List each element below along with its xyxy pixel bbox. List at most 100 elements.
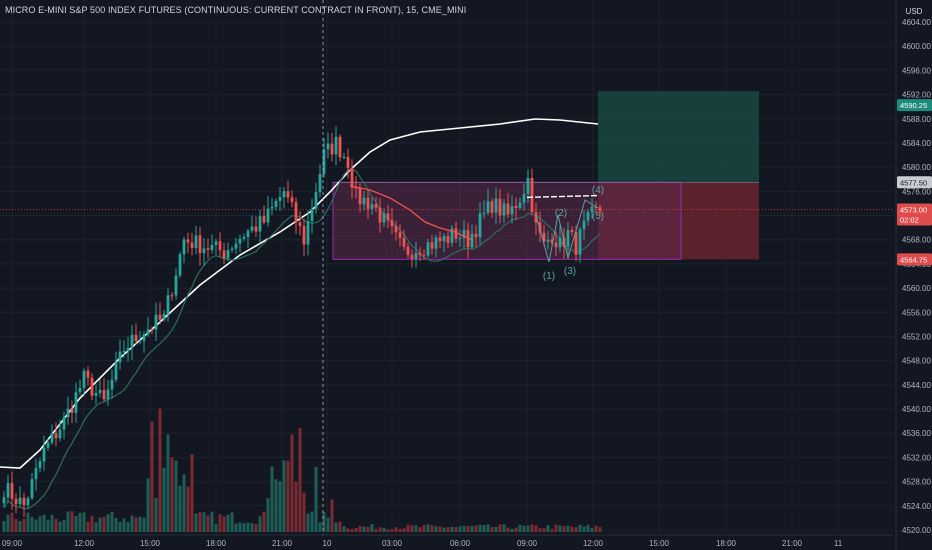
volume-bar bbox=[358, 526, 362, 532]
volume-bar bbox=[422, 524, 426, 532]
current-price-badge bbox=[897, 203, 932, 226]
candle-body bbox=[398, 232, 402, 238]
time-tick-label: 10 bbox=[323, 539, 332, 548]
volume-bar bbox=[362, 526, 366, 532]
symbol-title: MICRO E-MINI S&P 500 INDEX FUTURES (CONT… bbox=[5, 5, 467, 15]
volume-bar bbox=[546, 525, 550, 532]
volume-bar bbox=[442, 527, 446, 532]
candle-body bbox=[134, 334, 138, 341]
time-axis[interactable]: 09:00 12:00 15:00 18:00 21:00 10 03:00 06:00 09:… bbox=[0, 534, 893, 548]
volume-bar bbox=[38, 516, 42, 532]
time-tick-label: 15:00 bbox=[649, 539, 670, 548]
volume-bar bbox=[42, 514, 46, 532]
candle-body bbox=[354, 187, 358, 189]
time-tick-label: 21:00 bbox=[782, 539, 803, 548]
candle-body bbox=[510, 206, 514, 215]
volume-bar bbox=[330, 499, 334, 532]
price-axis-bg bbox=[896, 0, 932, 550]
candle-body bbox=[154, 314, 158, 330]
candle-body bbox=[470, 233, 474, 248]
candle-body bbox=[446, 236, 450, 243]
price-tick-label: 4528.00 bbox=[902, 478, 931, 487]
candle-body bbox=[78, 387, 82, 393]
candle-body bbox=[238, 238, 242, 244]
volume-bar bbox=[558, 525, 562, 532]
price-tick-label: 4568.00 bbox=[902, 236, 931, 245]
candle-body bbox=[338, 136, 342, 158]
wave-label: (2) bbox=[555, 208, 567, 219]
volume-bar bbox=[450, 526, 454, 532]
candle-body bbox=[126, 348, 130, 352]
volume-bar bbox=[126, 522, 130, 532]
volume-bar bbox=[414, 525, 418, 532]
candle-body bbox=[30, 479, 34, 499]
volume-bar bbox=[94, 522, 98, 532]
candle-body bbox=[286, 191, 290, 198]
candle-body bbox=[234, 243, 238, 249]
volume-bar bbox=[122, 518, 126, 532]
volume-bar bbox=[150, 421, 154, 532]
candle-body bbox=[362, 197, 366, 205]
candle-body bbox=[258, 216, 262, 232]
candle-body bbox=[22, 497, 26, 506]
volume-bar bbox=[114, 517, 118, 532]
candle-body bbox=[414, 253, 418, 259]
candle-body bbox=[266, 208, 270, 223]
volume-bar bbox=[314, 467, 318, 532]
volume-bar bbox=[70, 511, 74, 532]
candle-body bbox=[150, 329, 154, 331]
volume-bar bbox=[454, 526, 458, 532]
volume-bar bbox=[522, 525, 526, 532]
volume-bar bbox=[18, 521, 22, 532]
volume-bar bbox=[298, 428, 302, 532]
volume-bar bbox=[434, 525, 438, 532]
drawing-overlay: (1) (2) (3) (4) (5) bbox=[322, 0, 604, 535]
volume-bar bbox=[278, 481, 282, 532]
candle-body bbox=[90, 377, 94, 396]
volume-bar bbox=[226, 514, 230, 532]
volume-bar bbox=[22, 518, 26, 532]
volume-bar bbox=[562, 526, 566, 532]
volume-bar bbox=[102, 516, 106, 532]
volume-bar bbox=[322, 512, 326, 532]
volume-bar bbox=[494, 526, 498, 532]
candle-body bbox=[546, 239, 550, 242]
volume-bar bbox=[594, 525, 598, 532]
profit-zone bbox=[598, 91, 759, 183]
volume-bar bbox=[570, 526, 574, 532]
candle-body bbox=[270, 206, 274, 209]
volume-bar bbox=[502, 524, 506, 532]
candle-body bbox=[62, 417, 66, 430]
volume-bar bbox=[138, 516, 142, 532]
candle-body bbox=[114, 362, 118, 380]
price-tick-label: 4560.00 bbox=[902, 284, 931, 293]
volume-bar bbox=[14, 519, 18, 532]
volume-bar bbox=[470, 526, 474, 532]
price-tick-label: 4584.00 bbox=[902, 139, 931, 148]
time-tick-label: 18:00 bbox=[716, 539, 737, 548]
candle-body bbox=[578, 229, 582, 255]
candle-body bbox=[262, 216, 266, 223]
price-axis[interactable]: USD 4604.00 4600.00 4596.00 4592.00 4588.00 45… bbox=[895, 0, 932, 550]
candle-body bbox=[110, 379, 114, 390]
candle-body bbox=[298, 222, 302, 227]
candle-body bbox=[410, 254, 414, 259]
candle-body bbox=[214, 241, 218, 245]
candle-body bbox=[66, 408, 70, 418]
candle-body bbox=[158, 314, 162, 320]
candle-body bbox=[406, 246, 410, 255]
volume-bar bbox=[406, 524, 410, 532]
volume-bar bbox=[214, 523, 218, 532]
candle-body bbox=[438, 237, 442, 242]
candle-body bbox=[46, 442, 50, 448]
candle-body bbox=[422, 255, 426, 257]
candle-body bbox=[26, 498, 30, 506]
volume-bar bbox=[266, 498, 270, 532]
volume-bar bbox=[306, 513, 310, 532]
time-tick-label: 06:00 bbox=[450, 539, 471, 548]
volume-bar bbox=[482, 525, 486, 532]
candle-body bbox=[194, 235, 198, 249]
candle-body bbox=[350, 167, 354, 188]
volume-bar bbox=[334, 522, 338, 532]
